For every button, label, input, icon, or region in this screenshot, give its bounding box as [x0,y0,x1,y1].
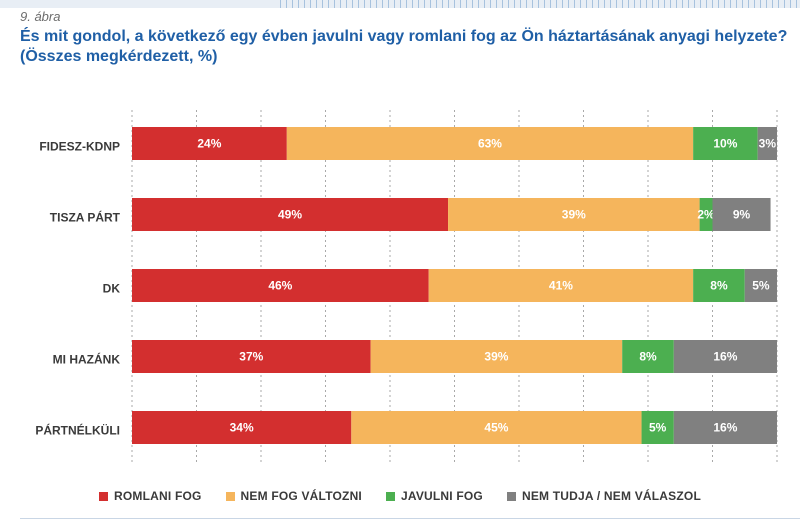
bar-segment [622,340,674,373]
data-label: 46% [268,279,292,293]
data-label: 5% [752,279,770,293]
bottom-divider [20,518,800,519]
bar-segment [693,269,745,302]
data-label: 10% [713,137,737,151]
bar-segment [673,340,777,373]
data-label: 37% [239,350,263,364]
bar-segment [744,269,777,302]
bar-segment [712,198,771,231]
bar-segment [351,411,642,444]
category-label: PÁRTNÉLKÜLI [35,423,120,438]
bar-segment [370,340,623,373]
category-label: MI HAZÁNK [53,352,121,367]
legend-item: ROMLANI FOG [99,489,202,503]
legend-swatch [99,491,109,501]
header-band [0,0,800,8]
data-label: 39% [562,208,586,222]
header-pattern [280,0,800,8]
data-label: 24% [197,137,221,151]
bar-segment [693,127,758,160]
data-label: 9% [733,208,751,222]
chart-legend: ROMLANI FOG NEM FOG VÁLTOZNI JAVULNI FOG NE… [0,486,800,506]
category-label: DK [103,282,121,296]
data-label: 16% [713,421,737,435]
legend-label: NEM FOG VÁLTOZNI [240,489,362,503]
data-label: 49% [278,208,302,222]
data-label: 41% [549,279,573,293]
chart-title: És mit gondol, a következő egy évben jav… [20,28,788,65]
legend-label: JAVULNI FOG [400,489,483,503]
legend-label: ROMLANI FOG [114,489,202,503]
data-label: 16% [713,350,737,364]
legend-swatch [385,491,395,501]
data-label: 2% [697,208,715,222]
bar-segment [699,198,713,231]
category-label: TISZA PÁRT [50,210,121,225]
bar-segment [132,127,287,160]
legend-swatch [506,491,516,501]
data-label: 63% [478,137,502,151]
data-label: 39% [484,350,508,364]
legend-swatch [225,491,235,501]
bar-segment [132,340,371,373]
legend-item: NEM TUDJA / NEM VÁLASZOL [506,489,701,503]
stacked-bar-chart: FIDESZ-KDNP 24% 63% 10% 3% TISZA PÁRT 49% 39% 2%… [35,110,778,465]
bar-segment [132,269,429,302]
bar-segment [757,127,777,160]
bar-segment [286,127,694,160]
data-label: 5% [649,421,667,435]
category-label: FIDESZ-KDNP [39,140,120,154]
data-label: 8% [639,350,657,364]
data-label: 45% [484,421,508,435]
bar-segment [448,198,700,231]
bar-segment [132,198,449,231]
figure-label: 9. ábra [20,9,61,24]
bar-segment [132,411,352,444]
legend-item: NEM FOG VÁLTOZNI [225,489,362,503]
data-label: 8% [710,279,728,293]
bar-segment [641,411,674,444]
bar-segment [428,269,694,302]
data-label: 34% [230,421,254,435]
data-label: 3% [759,137,777,151]
bar-segment [673,411,777,444]
legend-label: NEM TUDJA / NEM VÁLASZOL [521,489,701,503]
legend-item: JAVULNI FOG [385,489,483,503]
